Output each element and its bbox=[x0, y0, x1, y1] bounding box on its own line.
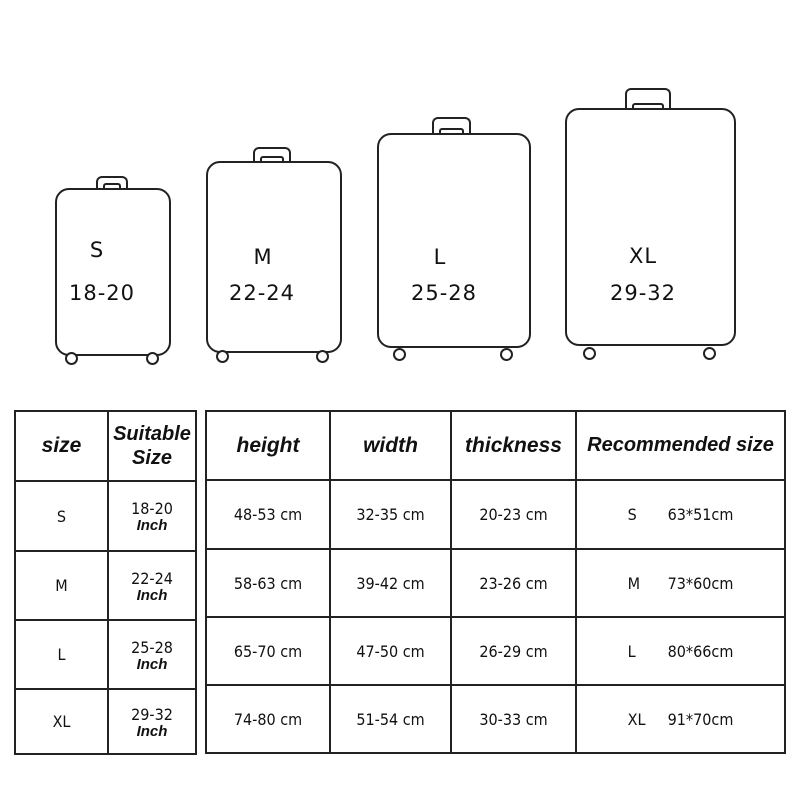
suitcase-range-label: 29-32 bbox=[609, 281, 677, 305]
table-row: 48-53 cm 32-35 cm 20-23 cm S 63*51cm bbox=[205, 479, 786, 550]
suitable-range: 29-32 bbox=[131, 704, 173, 724]
wheel-icon bbox=[316, 350, 329, 363]
suitable-cell: 22-24 Inch bbox=[107, 550, 197, 621]
suitable-cell: 29-32 Inch bbox=[107, 688, 197, 755]
suitable-range: 25-28 bbox=[131, 637, 173, 657]
rec-size: M bbox=[627, 573, 641, 593]
size-cell: M bbox=[14, 550, 109, 621]
unit-label: Inch bbox=[136, 517, 168, 534]
width-cell: 47-50 cm bbox=[329, 616, 452, 686]
wheel-icon bbox=[65, 352, 78, 365]
wheel-icon bbox=[703, 347, 716, 360]
recommended-cell: L 80*66cm bbox=[575, 616, 786, 686]
handle-icon bbox=[625, 88, 671, 110]
suitcase-size-label: M bbox=[253, 245, 273, 269]
suitcase-size-label: L bbox=[433, 245, 447, 269]
table-header-row: height width thickness Recommended size bbox=[205, 410, 786, 481]
rec-size: XL bbox=[627, 709, 646, 729]
table-row: M 22-24 Inch bbox=[14, 550, 197, 621]
table-row: 58-63 cm 39-42 cm 23-26 cm M 73*60cm bbox=[205, 548, 786, 618]
wheel-icon bbox=[583, 347, 596, 360]
suitable-range: 22-24 bbox=[131, 568, 173, 588]
size-table: size Suitable Size S 18-20 Inch M 22-24 In… bbox=[14, 410, 197, 755]
suitcase-body bbox=[206, 161, 342, 353]
size-cell: L bbox=[14, 619, 109, 690]
rec-dims: 91*70cm bbox=[667, 709, 734, 729]
wheel-icon bbox=[500, 348, 513, 361]
rec-dims: 63*51cm bbox=[667, 505, 734, 524]
table-row: XL 29-32 Inch bbox=[14, 688, 197, 755]
suitcase-body bbox=[55, 188, 171, 356]
width-cell: 32-35 cm bbox=[329, 479, 452, 550]
height-cell: 74-80 cm bbox=[205, 684, 331, 754]
suitable-cell: 25-28 Inch bbox=[107, 619, 197, 690]
header-recommended-size: Recommended size bbox=[575, 410, 786, 481]
width-cell: 39-42 cm bbox=[329, 548, 452, 618]
table-row: S 18-20 Inch bbox=[14, 480, 197, 552]
size-cell: XL bbox=[14, 688, 109, 755]
rec-dims: 73*60cm bbox=[667, 573, 734, 593]
header-suitable-size: Suitable Size bbox=[107, 410, 197, 482]
suitcase-range-label: 25-28 bbox=[410, 281, 478, 305]
suitable-cell: 18-20 Inch bbox=[107, 480, 197, 552]
height-cell: 58-63 cm bbox=[205, 548, 331, 618]
dimensions-table: height width thickness Recommended size … bbox=[205, 410, 786, 754]
header-size: size bbox=[14, 410, 109, 482]
recommended-cell: XL 91*70cm bbox=[575, 684, 786, 754]
thickness-cell: 30-33 cm bbox=[450, 684, 577, 754]
header-thickness: thickness bbox=[450, 410, 577, 481]
recommended-cell: M 73*60cm bbox=[575, 548, 786, 618]
suitcase-size-label: XL bbox=[628, 244, 658, 268]
header-height: height bbox=[205, 410, 331, 481]
suitcase-range-label: 22-24 bbox=[228, 281, 296, 305]
table-header-row: size Suitable Size bbox=[14, 410, 197, 482]
suitable-range: 18-20 bbox=[131, 499, 173, 518]
table-row: L 25-28 Inch bbox=[14, 619, 197, 690]
suitcase-size-label: S bbox=[89, 238, 105, 262]
rec-size: S bbox=[627, 505, 637, 524]
height-cell: 65-70 cm bbox=[205, 616, 331, 686]
suitcase-range-label: 18-20 bbox=[68, 281, 136, 305]
handle-icon bbox=[432, 117, 471, 135]
width-cell: 51-54 cm bbox=[329, 684, 452, 754]
unit-label: Inch bbox=[136, 722, 168, 740]
rec-size: L bbox=[627, 641, 636, 661]
unit-label: Inch bbox=[136, 586, 168, 604]
wheel-icon bbox=[216, 350, 229, 363]
table-row: 65-70 cm 47-50 cm 26-29 cm L 80*66cm bbox=[205, 616, 786, 686]
recommended-cell: S 63*51cm bbox=[575, 479, 786, 550]
suitcase-body bbox=[565, 108, 736, 346]
table-row: 74-80 cm 51-54 cm 30-33 cm XL 91*70cm bbox=[205, 684, 786, 754]
suitcase-body bbox=[377, 133, 531, 348]
thickness-cell: 20-23 cm bbox=[450, 479, 577, 550]
thickness-cell: 26-29 cm bbox=[450, 616, 577, 686]
handle-icon bbox=[96, 176, 128, 190]
wheel-icon bbox=[393, 348, 406, 361]
size-cell: S bbox=[14, 480, 109, 552]
thickness-cell: 23-26 cm bbox=[450, 548, 577, 618]
unit-label: Inch bbox=[136, 655, 168, 673]
rec-dims: 80*66cm bbox=[667, 641, 734, 661]
wheel-icon bbox=[146, 352, 159, 365]
height-cell: 48-53 cm bbox=[205, 479, 331, 550]
header-width: width bbox=[329, 410, 452, 481]
handle-icon bbox=[253, 147, 291, 163]
